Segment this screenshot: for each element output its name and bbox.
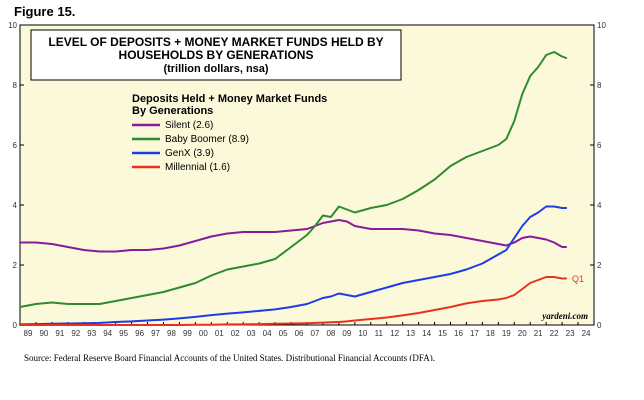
x-tick-label: 24 [582, 329, 591, 338]
y-tick-label-left: 10 [8, 21, 17, 30]
x-tick-label: 13 [406, 329, 415, 338]
y-tick-label-right: 0 [597, 321, 602, 330]
y-tick-label-left: 8 [13, 81, 18, 90]
x-tick-label: 96 [135, 329, 144, 338]
x-tick-label: 12 [390, 329, 399, 338]
x-tick-label: 09 [342, 329, 351, 338]
x-tick-label: 98 [167, 329, 176, 338]
x-tick-label: 93 [87, 329, 96, 338]
x-tick-label: 02 [231, 329, 240, 338]
x-tick-label: 95 [119, 329, 128, 338]
chart-title-line-1: LEVEL OF DEPOSITS + MONEY MARKET FUNDS H… [48, 35, 383, 49]
series-lines [19, 51, 568, 326]
y-tick-label-right: 6 [597, 141, 602, 150]
x-tick-label: 19 [502, 329, 511, 338]
x-tick-label: 06 [295, 329, 304, 338]
x-tick-label: 22 [550, 329, 559, 338]
x-tick-label: 04 [263, 329, 272, 338]
x-tick-label: 99 [183, 329, 192, 338]
x-tick-label: 08 [326, 329, 335, 338]
figure-label: Figure 15. [14, 4, 76, 19]
x-tick-label: 05 [279, 329, 288, 338]
chart-subtitle: (trillion dollars, nsa) [163, 63, 268, 75]
x-tick-label: 94 [103, 329, 112, 338]
x-tick-label: 00 [199, 329, 208, 338]
x-tick-label: 18 [486, 329, 495, 338]
legend-item-label: Baby Boomer (8.9) [165, 134, 249, 145]
x-tick-label: 15 [438, 329, 447, 338]
legend-item-label: GenX (3.9) [165, 148, 214, 159]
x-tick-label: 97 [151, 329, 160, 338]
legend-title-line-1: Deposits Held + Money Market Funds [132, 93, 327, 105]
x-tick-label: 92 [71, 329, 80, 338]
series-line-0 [19, 219, 568, 253]
x-tick-label: 11 [375, 329, 384, 338]
y-tick-label-left: 6 [13, 141, 18, 150]
x-tick-label: 07 [311, 329, 320, 338]
x-tick-label: 20 [518, 329, 527, 338]
title-box-frame [30, 29, 402, 81]
title-box: LEVEL OF DEPOSITS + MONEY MARKET FUNDS H… [30, 29, 402, 81]
x-tick-label: 23 [566, 329, 575, 338]
y-tick-label-right: 10 [597, 21, 606, 30]
x-tick-label: 03 [247, 329, 256, 338]
legend-items: Silent (2.6) Baby Boomer (8.9) GenX (3.9) M… [132, 120, 249, 173]
y-tick-label-left: 4 [13, 201, 18, 210]
legend-title-line-2: By Generations [132, 105, 213, 117]
series-line-2 [19, 205, 568, 326]
y-tick-label-right: 8 [597, 81, 602, 90]
x-tick-label: 21 [534, 329, 543, 338]
y-tick-label-left: 0 [13, 321, 18, 330]
chart-title-line-2: HOUSEHOLDS BY GENERATIONS [119, 48, 314, 62]
legend: Deposits Held + Money Market Funds By Ge… [132, 93, 327, 173]
source-note: Source: Federal Reserve Board Financial … [24, 353, 435, 361]
x-tick-label: 16 [454, 329, 463, 338]
y-tick-label-right: 2 [597, 261, 602, 270]
x-tick-label: 14 [422, 329, 431, 338]
series-line-3 [19, 276, 568, 326]
legend-item-label: Millennial (1.6) [165, 162, 230, 173]
series-line-1 [19, 51, 568, 308]
x-tick-label: 17 [470, 329, 479, 338]
legend-item-label: Silent (2.6) [165, 120, 213, 131]
y-axis-right: 0 2 4 6 8 10 [590, 21, 606, 330]
y-axis-left: 0 2 4 6 8 10 [8, 21, 24, 330]
x-tick-label: 89 [24, 329, 33, 338]
x-tick-label: 10 [358, 329, 367, 338]
y-tick-label-right: 4 [597, 201, 602, 210]
x-tick-label: 90 [39, 329, 48, 338]
x-tick-label: 01 [215, 329, 224, 338]
credit-label: yardeni.com [541, 311, 588, 321]
x-tick-label: 91 [55, 329, 64, 338]
y-tick-label-left: 2 [13, 261, 18, 270]
quarter-annotation: Q1 [572, 274, 584, 284]
